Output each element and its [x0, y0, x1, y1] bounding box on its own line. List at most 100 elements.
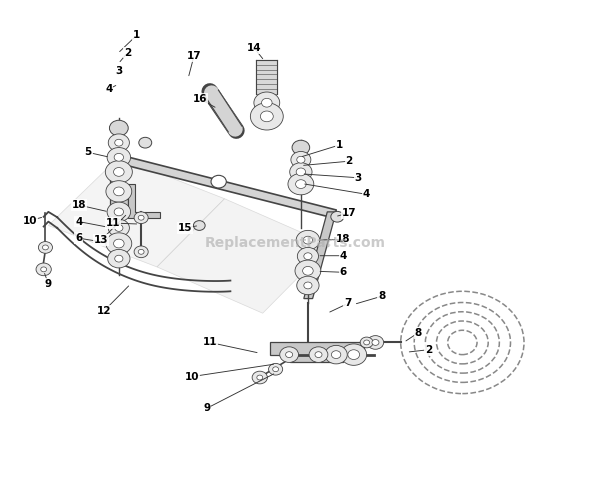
Circle shape [113, 168, 124, 176]
Circle shape [36, 263, 51, 276]
Circle shape [288, 173, 314, 195]
Text: 10: 10 [22, 216, 37, 225]
Text: 2: 2 [425, 345, 432, 355]
Circle shape [291, 151, 311, 168]
Circle shape [325, 345, 348, 364]
Circle shape [106, 181, 132, 202]
Circle shape [106, 233, 132, 254]
Circle shape [309, 347, 328, 363]
Polygon shape [304, 212, 336, 298]
Circle shape [114, 208, 123, 216]
Circle shape [280, 347, 299, 363]
Circle shape [113, 239, 124, 248]
Circle shape [268, 364, 283, 375]
Circle shape [304, 282, 312, 289]
Circle shape [296, 168, 306, 176]
Circle shape [341, 344, 366, 366]
Circle shape [252, 371, 267, 384]
Circle shape [257, 375, 263, 380]
Circle shape [109, 120, 128, 136]
Text: 11: 11 [202, 338, 217, 347]
Text: 12: 12 [97, 306, 112, 316]
Circle shape [107, 147, 130, 167]
Text: 1: 1 [133, 30, 140, 41]
Circle shape [292, 140, 310, 155]
Circle shape [290, 163, 312, 181]
Circle shape [296, 180, 306, 189]
Text: 6: 6 [339, 267, 347, 277]
Text: 5: 5 [85, 147, 92, 157]
Text: 3: 3 [355, 173, 362, 183]
Circle shape [286, 352, 293, 358]
Circle shape [261, 98, 272, 107]
Circle shape [42, 245, 48, 250]
Text: 10: 10 [185, 371, 199, 382]
Text: 17: 17 [342, 208, 356, 218]
Text: 7: 7 [344, 298, 352, 309]
Circle shape [260, 111, 273, 122]
Text: 4: 4 [339, 251, 347, 261]
Text: 9: 9 [45, 279, 52, 289]
Text: 11: 11 [106, 218, 120, 228]
Circle shape [297, 247, 319, 265]
Circle shape [113, 187, 124, 196]
Polygon shape [157, 199, 330, 313]
Polygon shape [110, 152, 336, 219]
Circle shape [360, 337, 373, 348]
Text: 17: 17 [186, 51, 201, 61]
Circle shape [296, 230, 320, 250]
Circle shape [331, 211, 344, 222]
Circle shape [138, 249, 144, 254]
Text: 4: 4 [75, 217, 83, 226]
Circle shape [348, 350, 359, 360]
Text: 4: 4 [105, 84, 113, 94]
Circle shape [134, 212, 148, 223]
Text: 18: 18 [336, 234, 350, 244]
Circle shape [297, 276, 319, 294]
Text: 14: 14 [247, 43, 261, 53]
Text: 2: 2 [124, 48, 131, 57]
Circle shape [107, 202, 130, 221]
Circle shape [114, 153, 123, 161]
Circle shape [315, 352, 322, 358]
Text: 15: 15 [178, 223, 192, 233]
Circle shape [303, 267, 313, 275]
Polygon shape [48, 157, 225, 267]
Circle shape [250, 103, 283, 130]
Circle shape [108, 249, 130, 268]
Circle shape [138, 215, 144, 220]
Circle shape [41, 267, 47, 272]
Polygon shape [270, 343, 363, 362]
Text: 4: 4 [363, 189, 371, 199]
Text: 3: 3 [115, 66, 123, 75]
Circle shape [194, 220, 205, 230]
Text: ReplacementParts.com: ReplacementParts.com [205, 236, 385, 249]
Circle shape [106, 161, 132, 183]
Circle shape [372, 340, 379, 345]
Circle shape [134, 246, 148, 258]
Circle shape [332, 351, 341, 359]
Polygon shape [127, 184, 160, 218]
Circle shape [363, 340, 369, 345]
Circle shape [108, 219, 129, 237]
Text: 8: 8 [415, 328, 422, 338]
Text: 8: 8 [378, 291, 385, 301]
Circle shape [38, 242, 53, 253]
Text: 18: 18 [71, 200, 86, 210]
Circle shape [273, 367, 278, 372]
Text: 16: 16 [192, 94, 207, 104]
Circle shape [139, 137, 152, 148]
Circle shape [211, 175, 227, 188]
Circle shape [303, 236, 313, 244]
Circle shape [114, 224, 123, 231]
Circle shape [254, 92, 280, 114]
Circle shape [114, 255, 123, 262]
Circle shape [108, 134, 129, 151]
Text: 13: 13 [94, 235, 109, 245]
Text: 2: 2 [345, 156, 353, 166]
Circle shape [367, 336, 384, 349]
Circle shape [295, 260, 321, 282]
Circle shape [304, 253, 312, 260]
Text: 9: 9 [204, 403, 211, 413]
Circle shape [297, 156, 305, 163]
